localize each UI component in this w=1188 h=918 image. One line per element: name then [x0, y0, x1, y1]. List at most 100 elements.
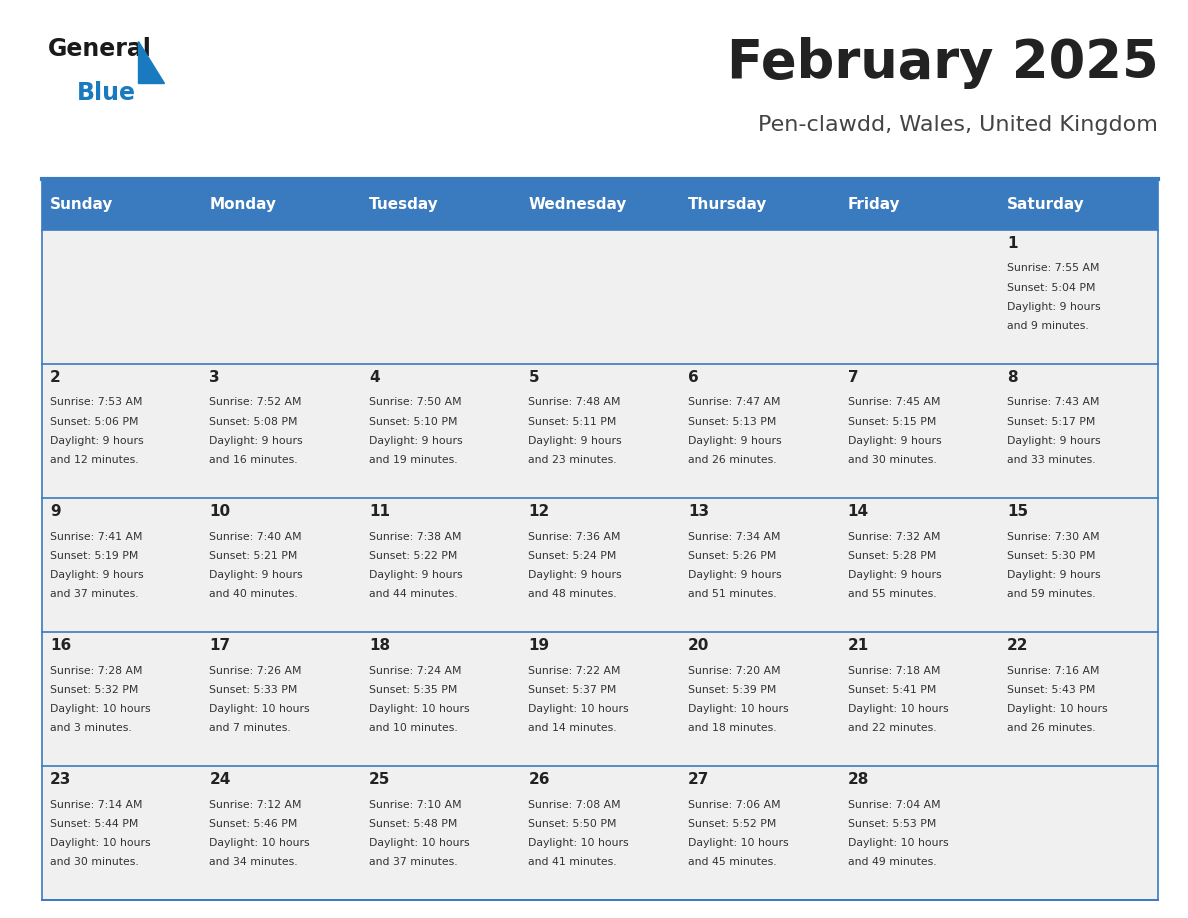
Text: 12: 12: [529, 504, 550, 519]
Text: and 37 minutes.: and 37 minutes.: [50, 589, 139, 599]
Text: 25: 25: [369, 772, 391, 787]
Bar: [999, 230, 1158, 364]
Text: and 30 minutes.: and 30 minutes.: [847, 455, 936, 465]
Text: Sunrise: 7:06 AM: Sunrise: 7:06 AM: [688, 800, 781, 810]
Bar: [42, 632, 201, 766]
Text: and 26 minutes.: and 26 minutes.: [1007, 723, 1095, 733]
Text: Sunrise: 7:36 AM: Sunrise: 7:36 AM: [529, 532, 621, 542]
Text: and 55 minutes.: and 55 minutes.: [847, 589, 936, 599]
Text: Blue: Blue: [77, 81, 137, 105]
Text: 24: 24: [209, 772, 230, 787]
Text: and 30 minutes.: and 30 minutes.: [50, 857, 139, 868]
Bar: [201, 179, 361, 230]
Bar: [839, 632, 999, 766]
Text: Pen-clawdd, Wales, United Kingdom: Pen-clawdd, Wales, United Kingdom: [758, 115, 1158, 135]
Text: Sunrise: 7:12 AM: Sunrise: 7:12 AM: [209, 800, 302, 810]
Text: Sunrise: 7:22 AM: Sunrise: 7:22 AM: [529, 666, 621, 676]
Text: Daylight: 9 hours: Daylight: 9 hours: [369, 570, 462, 580]
Text: Daylight: 10 hours: Daylight: 10 hours: [529, 704, 630, 714]
Text: Sunset: 5:22 PM: Sunset: 5:22 PM: [369, 551, 457, 561]
Text: Sunrise: 7:10 AM: Sunrise: 7:10 AM: [369, 800, 462, 810]
Text: 21: 21: [847, 638, 868, 653]
Text: Sunrise: 7:18 AM: Sunrise: 7:18 AM: [847, 666, 940, 676]
Text: Daylight: 10 hours: Daylight: 10 hours: [369, 838, 469, 848]
Bar: [680, 230, 839, 364]
Text: and 44 minutes.: and 44 minutes.: [369, 589, 457, 599]
Text: Tuesday: Tuesday: [369, 196, 438, 212]
Text: Sunset: 5:15 PM: Sunset: 5:15 PM: [847, 417, 936, 427]
Text: February 2025: February 2025: [727, 37, 1158, 89]
Text: and 12 minutes.: and 12 minutes.: [50, 455, 139, 465]
Text: Sunrise: 7:52 AM: Sunrise: 7:52 AM: [209, 397, 302, 408]
Text: Sunset: 5:19 PM: Sunset: 5:19 PM: [50, 551, 138, 561]
Bar: [680, 632, 839, 766]
Text: and 59 minutes.: and 59 minutes.: [1007, 589, 1095, 599]
Text: Daylight: 10 hours: Daylight: 10 hours: [847, 704, 948, 714]
Text: and 49 minutes.: and 49 minutes.: [847, 857, 936, 868]
Bar: [361, 364, 520, 498]
Text: 18: 18: [369, 638, 390, 653]
Text: Daylight: 10 hours: Daylight: 10 hours: [1007, 704, 1107, 714]
Text: Wednesday: Wednesday: [529, 196, 627, 212]
Text: 13: 13: [688, 504, 709, 519]
Text: Sunset: 5:06 PM: Sunset: 5:06 PM: [50, 417, 138, 427]
Text: Sunrise: 7:32 AM: Sunrise: 7:32 AM: [847, 532, 940, 542]
Bar: [839, 766, 999, 900]
Text: Daylight: 9 hours: Daylight: 9 hours: [847, 436, 941, 446]
Bar: [42, 179, 201, 230]
Bar: [42, 766, 201, 900]
Text: 9: 9: [50, 504, 61, 519]
Bar: [520, 179, 680, 230]
Text: Daylight: 9 hours: Daylight: 9 hours: [847, 570, 941, 580]
Text: Sunset: 5:35 PM: Sunset: 5:35 PM: [369, 685, 457, 695]
Text: Sunset: 5:13 PM: Sunset: 5:13 PM: [688, 417, 777, 427]
Polygon shape: [138, 41, 164, 83]
Text: and 40 minutes.: and 40 minutes.: [209, 589, 298, 599]
Text: Sunset: 5:37 PM: Sunset: 5:37 PM: [529, 685, 617, 695]
Text: Daylight: 10 hours: Daylight: 10 hours: [369, 704, 469, 714]
Bar: [42, 364, 201, 498]
Bar: [520, 364, 680, 498]
Text: and 51 minutes.: and 51 minutes.: [688, 589, 777, 599]
Text: 20: 20: [688, 638, 709, 653]
Text: 14: 14: [847, 504, 868, 519]
Bar: [361, 632, 520, 766]
Bar: [680, 179, 839, 230]
Text: and 16 minutes.: and 16 minutes.: [209, 455, 298, 465]
Text: Daylight: 9 hours: Daylight: 9 hours: [1007, 570, 1101, 580]
Bar: [201, 766, 361, 900]
Text: Daylight: 9 hours: Daylight: 9 hours: [209, 436, 303, 446]
Text: 5: 5: [529, 370, 539, 385]
Bar: [520, 632, 680, 766]
Text: 28: 28: [847, 772, 868, 787]
Text: Daylight: 10 hours: Daylight: 10 hours: [688, 704, 789, 714]
Text: 7: 7: [847, 370, 858, 385]
Text: Sunset: 5:21 PM: Sunset: 5:21 PM: [209, 551, 298, 561]
Text: and 19 minutes.: and 19 minutes.: [369, 455, 457, 465]
Text: 4: 4: [369, 370, 380, 385]
Text: and 41 minutes.: and 41 minutes.: [529, 857, 617, 868]
Bar: [999, 498, 1158, 632]
Bar: [201, 632, 361, 766]
Text: Sunset: 5:28 PM: Sunset: 5:28 PM: [847, 551, 936, 561]
Text: Sunrise: 7:38 AM: Sunrise: 7:38 AM: [369, 532, 461, 542]
Text: 27: 27: [688, 772, 709, 787]
Text: 17: 17: [209, 638, 230, 653]
Bar: [999, 179, 1158, 230]
Text: Sunrise: 7:28 AM: Sunrise: 7:28 AM: [50, 666, 143, 676]
Text: Sunset: 5:08 PM: Sunset: 5:08 PM: [209, 417, 298, 427]
Bar: [839, 179, 999, 230]
Bar: [680, 364, 839, 498]
Text: 11: 11: [369, 504, 390, 519]
Text: Sunrise: 7:20 AM: Sunrise: 7:20 AM: [688, 666, 781, 676]
Text: Sunrise: 7:14 AM: Sunrise: 7:14 AM: [50, 800, 143, 810]
Text: Daylight: 10 hours: Daylight: 10 hours: [209, 838, 310, 848]
Text: Sunset: 5:32 PM: Sunset: 5:32 PM: [50, 685, 138, 695]
Text: and 37 minutes.: and 37 minutes.: [369, 857, 457, 868]
Text: Daylight: 9 hours: Daylight: 9 hours: [50, 436, 144, 446]
Text: Sunset: 5:26 PM: Sunset: 5:26 PM: [688, 551, 777, 561]
Bar: [999, 766, 1158, 900]
Text: Daylight: 9 hours: Daylight: 9 hours: [369, 436, 462, 446]
Text: Daylight: 10 hours: Daylight: 10 hours: [529, 838, 630, 848]
Text: Sunrise: 7:50 AM: Sunrise: 7:50 AM: [369, 397, 462, 408]
